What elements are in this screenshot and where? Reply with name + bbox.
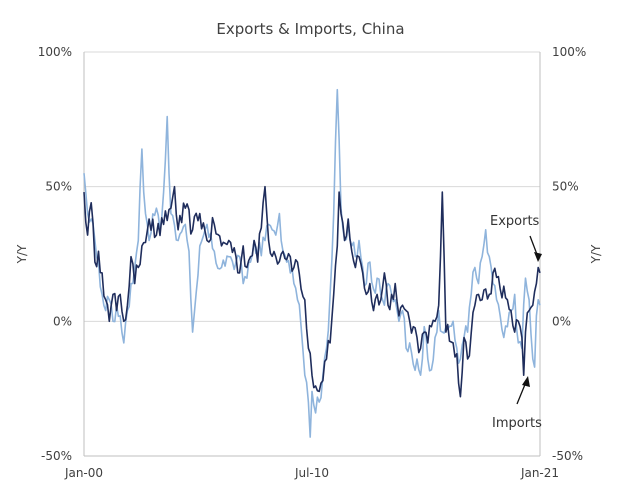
series-line-exports (83, 185, 541, 398)
series-lines (83, 88, 541, 438)
annotation-arrowhead-exports (534, 252, 542, 262)
annotation-exports: Exports (490, 214, 540, 229)
chart-title: Exports & Imports, China (216, 20, 405, 38)
gridlines (84, 51, 540, 322)
y-tick-label-left: -50% (41, 449, 72, 463)
axis-labels: 100% 100% 50% 50% 0% 0% -50% -50% Jan-00 Jul-10 Ja… (15, 45, 603, 480)
y-tick-label-right: 0% (552, 314, 571, 328)
x-tick-label: Jan-00 (64, 466, 103, 480)
annotation-imports: Imports (492, 416, 542, 431)
x-tick-label: Jan-21 (520, 466, 559, 480)
y-tick-label-right: 100% (552, 45, 586, 59)
y-tick-label-right: 50% (552, 180, 579, 194)
annotation-arrow-imports (516, 381, 527, 405)
y-axis-title-left: Y/Y (15, 244, 29, 264)
series-line-imports (83, 88, 541, 438)
annotations: Exports Imports (490, 214, 542, 431)
y-tick-label-left: 0% (53, 314, 72, 328)
y-tick-label-left: 100% (38, 45, 72, 59)
y-tick-label-left: 50% (45, 180, 72, 194)
y-tick-label-right: -50% (552, 449, 583, 463)
x-tick-label: Jul-10 (294, 466, 329, 480)
y-axis-title-right: Y/Y (589, 244, 603, 264)
annotation-arrowhead-imports (522, 376, 530, 387)
